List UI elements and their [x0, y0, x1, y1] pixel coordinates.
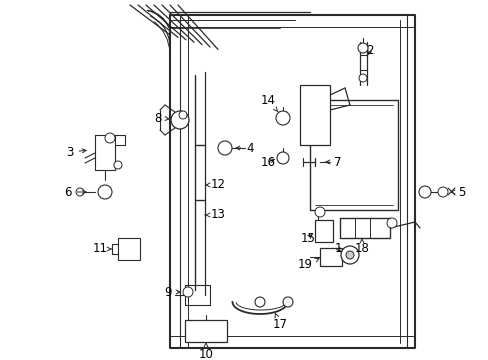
Text: 18: 18	[354, 239, 368, 255]
Text: 5: 5	[450, 185, 465, 198]
Circle shape	[276, 152, 288, 164]
Circle shape	[340, 246, 358, 264]
Circle shape	[254, 297, 264, 307]
Circle shape	[418, 186, 430, 198]
Text: 13: 13	[204, 208, 225, 221]
Circle shape	[283, 297, 292, 307]
Bar	[314, 220, 332, 242]
Bar	[184, 320, 226, 342]
Text: 12: 12	[205, 179, 225, 192]
Text: 7: 7	[325, 156, 341, 168]
Bar	[118, 238, 140, 260]
Circle shape	[358, 74, 366, 82]
Text: 16: 16	[260, 156, 275, 168]
Text: 15: 15	[300, 231, 315, 244]
Circle shape	[76, 188, 84, 196]
Text: 9: 9	[164, 285, 180, 298]
Text: 8: 8	[154, 112, 168, 125]
Text: 6: 6	[64, 185, 86, 198]
Circle shape	[314, 207, 325, 217]
Circle shape	[105, 133, 115, 143]
Circle shape	[437, 187, 447, 197]
Circle shape	[171, 111, 189, 129]
Circle shape	[275, 111, 289, 125]
Text: 19: 19	[297, 258, 318, 271]
Circle shape	[218, 141, 231, 155]
Text: 14: 14	[260, 94, 277, 112]
Text: 2: 2	[366, 44, 373, 57]
Circle shape	[357, 43, 367, 53]
Text: 11: 11	[92, 243, 111, 256]
Circle shape	[346, 251, 353, 259]
Circle shape	[114, 161, 122, 169]
Text: 4: 4	[235, 141, 253, 154]
Text: 1: 1	[334, 242, 341, 255]
Text: 17: 17	[272, 313, 287, 332]
Circle shape	[183, 287, 193, 297]
Circle shape	[386, 218, 396, 228]
Circle shape	[179, 111, 186, 119]
Text: 10: 10	[198, 343, 213, 360]
Bar	[299, 85, 329, 145]
Text: 3: 3	[66, 145, 86, 158]
Circle shape	[98, 185, 112, 199]
Bar	[319, 248, 341, 266]
